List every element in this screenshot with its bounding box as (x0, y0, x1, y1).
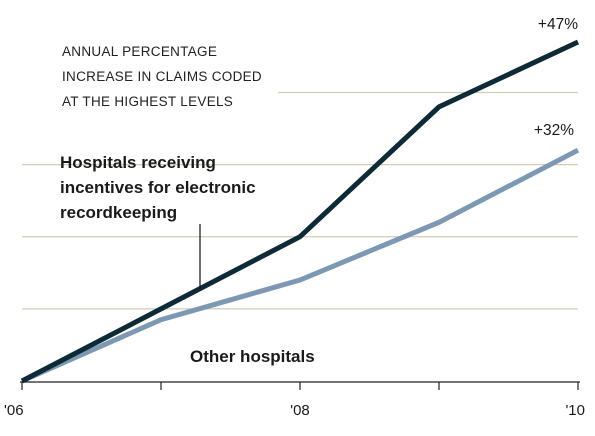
x-axis-ticks: '06 '08 '10 (4, 382, 585, 419)
incentives-label-line-1: Hospitals receiving (60, 153, 216, 172)
incentives-end-label: +47% (538, 16, 578, 33)
series-lines (20, 39, 580, 384)
other-series-line (20, 147, 580, 384)
chart-title: ANNUAL PERCENTAGE INCREASE IN CLAIMS COD… (62, 44, 262, 109)
x-tick-label: '08 (290, 402, 310, 419)
title-line-1: ANNUAL PERCENTAGE (62, 44, 217, 59)
incentives-series-label: Hospitals receiving incentives for elect… (60, 153, 256, 222)
x-tick-label: '06 (4, 402, 24, 419)
other-end-label: +32% (534, 122, 574, 139)
gridlines (22, 91, 578, 310)
other-series-label: Other hospitals (190, 347, 315, 366)
x-tick-label: '10 (565, 402, 585, 419)
incentives-label-line-3: recordkeeping (60, 203, 177, 222)
title-line-3: AT THE HIGHEST LEVELS (62, 94, 233, 109)
title-line-2: INCREASE IN CLAIMS CODED (62, 69, 262, 84)
incentives-label-line-2: incentives for electronic (60, 178, 256, 197)
incentives-series-line (20, 39, 580, 384)
